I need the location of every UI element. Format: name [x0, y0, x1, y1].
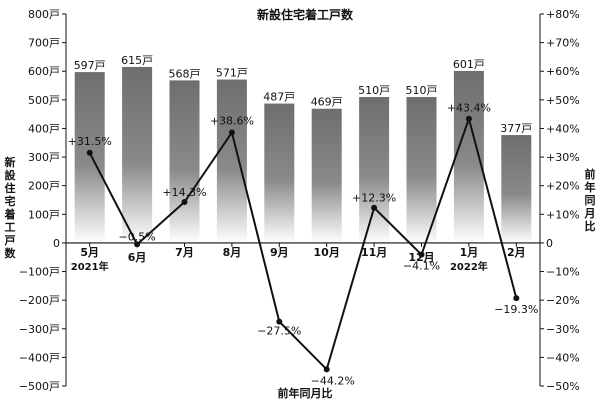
- bar-value-label: 597戸: [74, 59, 106, 72]
- bar-value-label: 377戸: [500, 122, 532, 135]
- bar: [501, 135, 532, 243]
- line-value-label: −19.3%: [494, 303, 538, 316]
- x-tick-label: 10月: [314, 246, 340, 259]
- y-right-tick-label: −30%: [546, 323, 580, 336]
- bar: [311, 108, 342, 243]
- y-left-tick-label: 300戸: [28, 151, 60, 164]
- y-left-tick-label: 100戸: [28, 208, 60, 221]
- bar: [406, 96, 437, 243]
- bar-value-label: 568戸: [169, 67, 201, 80]
- y-right-tick-label: +60%: [546, 65, 580, 78]
- line-value-label: +43.4%: [447, 102, 491, 115]
- bar-series: 597戸 615戸 568戸 571戸 487戸 469戸 510戸 510戸 601戸 377戸: [74, 54, 532, 243]
- line-point: [134, 241, 141, 248]
- x-tick-label: 8月: [223, 246, 242, 259]
- y-right-tick-label: +50%: [546, 94, 580, 107]
- line-value-label: −0.5%: [119, 230, 156, 243]
- category-labels: 5月6月7月8月9月10月11月12月1月2月2021年2022年: [71, 246, 526, 273]
- bar-value-label: 601戸: [453, 58, 485, 71]
- y-left-tick-label: −300戸: [19, 323, 60, 336]
- bar: [359, 96, 390, 243]
- line-point: [181, 199, 188, 206]
- y-left-tick-label: 800戸: [28, 8, 60, 21]
- line-value-label: −4.1%: [403, 260, 440, 273]
- year-label: 2022年: [450, 260, 488, 273]
- y-left-tick-label: −400戸: [19, 351, 60, 364]
- line-value-label: +14.3%: [162, 186, 206, 199]
- bar-value-label: 469戸: [311, 96, 343, 109]
- line-point: [418, 251, 425, 258]
- year-label: 2021年: [71, 260, 109, 273]
- y-left-label: 新設住宅着工戸数: [4, 155, 17, 260]
- bar-value-label: 571戸: [216, 67, 248, 80]
- x-tick-label: 9月: [270, 246, 289, 259]
- right-axis: +80% +70% +60% +50% +40% +30% +20% +10% 0 −10% −20…: [539, 8, 580, 393]
- y-left-tick-label: 600戸: [28, 65, 60, 78]
- line-series: +31.5% −0.5% +14.3% +38.6% −27.5% −44.2% +12.3…: [68, 102, 539, 388]
- bar: [169, 80, 200, 243]
- x-tick-label: 5月: [80, 246, 99, 259]
- y-right-tick-label: −50%: [546, 380, 580, 393]
- y-left-tick-label: −500戸: [19, 380, 60, 393]
- zero-axis: [66, 242, 540, 247]
- y-left-tick-label: −200戸: [19, 294, 60, 307]
- y-right-tick-label: −20%: [546, 294, 580, 307]
- x-tick-label: 7月: [175, 246, 194, 259]
- x-tick-label: 6月: [128, 251, 147, 264]
- line-point: [465, 115, 472, 122]
- y-right-tick-label: +80%: [546, 8, 580, 21]
- y-right-tick-label: +40%: [546, 122, 580, 135]
- y-right-tick-label: −40%: [546, 351, 580, 364]
- line-point: [513, 295, 520, 302]
- line-point: [228, 129, 235, 136]
- y-right-tick-label: +70%: [546, 37, 580, 50]
- y-left-tick-label: −100戸: [19, 266, 60, 279]
- y-right-tick-label: +10%: [546, 208, 580, 221]
- line-point: [276, 318, 283, 325]
- x-tick-label: 11月: [361, 246, 387, 259]
- y-right-tick-label: +30%: [546, 151, 580, 164]
- line-point: [371, 204, 378, 211]
- y-right-label: 前年同月比: [584, 167, 596, 233]
- line-point: [323, 366, 330, 373]
- x-axis-label: 前年同月比: [278, 386, 333, 400]
- line-value-label: −27.5%: [257, 325, 301, 338]
- chart-title: 新設住宅着工戸数: [257, 7, 354, 22]
- line-value-label: +31.5%: [68, 135, 112, 148]
- y-right-tick-label: −10%: [546, 266, 580, 279]
- y-right-tick-label: +20%: [546, 180, 580, 193]
- bar: [264, 103, 295, 243]
- line-value-label: +12.3%: [352, 192, 396, 205]
- y-left-tick-label: 500戸: [28, 94, 60, 107]
- bar-value-label: 510戸: [406, 84, 438, 97]
- y-right-tick-label: 0: [546, 237, 553, 250]
- bar: [216, 79, 247, 243]
- yoy-line: [88, 115, 518, 372]
- y-left-tick-label: 0: [53, 237, 60, 250]
- line-point: [86, 149, 93, 156]
- bar-value-label: 487戸: [263, 91, 295, 104]
- bar: [74, 72, 105, 243]
- bar-value-label: 510戸: [358, 84, 390, 97]
- left-axis: 800戸 700戸 600戸 500戸 400戸 300戸 200戸 100戸 0 −100戸 −2…: [19, 8, 67, 393]
- line-value-label: −44.2%: [311, 374, 355, 387]
- y-left-tick-label: 700戸: [28, 37, 60, 50]
- y-left-tick-label: 200戸: [28, 180, 60, 193]
- bar-value-label: 615戸: [121, 54, 153, 67]
- line-value-label: +38.6%: [210, 114, 254, 127]
- x-tick-label: 1月: [460, 246, 479, 259]
- bar: [122, 66, 153, 243]
- x-tick-label: 2月: [507, 246, 526, 259]
- y-left-tick-label: 400戸: [28, 122, 60, 135]
